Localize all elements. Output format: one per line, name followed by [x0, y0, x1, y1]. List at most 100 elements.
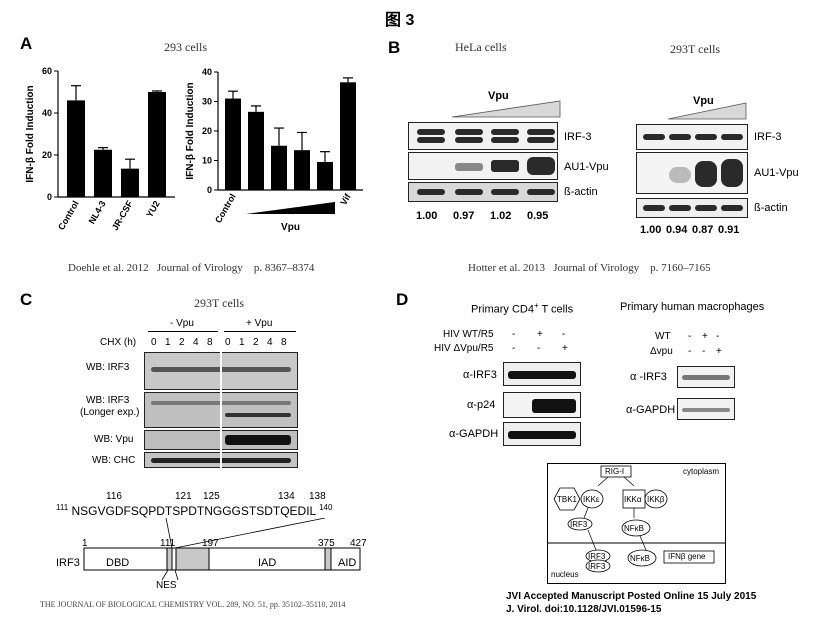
panel-d-cd4-title: Primary CD4+ T cells: [471, 301, 573, 316]
hela-vpu-wedge: [452, 100, 561, 118]
bar: [94, 149, 112, 197]
tp-9: 4: [267, 337, 273, 348]
diag-nfkb-cyto: NFκB: [624, 524, 644, 533]
mac-sign-dvpu-3: +: [716, 346, 722, 357]
mac-row-gapdh: α-GAPDH: [626, 404, 676, 416]
diag-irf3-nuc2: IRF3: [588, 562, 606, 571]
cd4-cond-wt: HIV WT/R5: [443, 329, 494, 340]
pos-197: 197: [202, 538, 219, 549]
cd4-signs-dvpu: - - +: [512, 343, 568, 354]
t293-vpu-wedge: [668, 102, 747, 120]
t293-irf3-blot: [636, 124, 748, 150]
mac-row-irf3: α -IRF3: [630, 371, 667, 383]
t293-row-irf3: IRF-3: [754, 131, 782, 143]
category-label: Control: [213, 192, 238, 225]
mac-sign-dvpu-1: -: [688, 346, 692, 357]
citation-b-journal: Journal of Virology: [553, 262, 640, 274]
cd4-title-sup: +: [533, 301, 539, 310]
y-tick-label: 40: [202, 67, 212, 77]
c-row-irf3-long-exp: (Longer exp.): [80, 407, 140, 418]
cd4-signs-wt: - + -: [512, 329, 565, 340]
minus-vpu-label: - Vpu: [170, 318, 194, 329]
seq-end: 140: [319, 503, 333, 512]
d-irf3-blot: [503, 362, 581, 386]
cd4-sign-dvpu-1: -: [512, 343, 516, 354]
panel-a-chart-2: 0 10 20 30 40 IFN-β Fold Induction Control Vif V…: [185, 67, 363, 233]
panel-d-mac-title: Primary human macrophages: [620, 301, 765, 313]
d-p24-blot: [503, 392, 581, 418]
tp-8: 2: [253, 337, 259, 348]
panel-b-citation: Hotter et al. 2013 Journal of Virology p…: [468, 262, 711, 274]
y-tick-label: 10: [202, 156, 212, 166]
cd4-cond-dvpu: HIV ΔVpu/R5: [434, 343, 494, 354]
y-tick-label: 0: [207, 185, 212, 195]
hela-quant-2: 0.97: [453, 210, 475, 222]
irf3-domain-diagram: [83, 518, 361, 581]
hela-quant: 1.00 0.97 1.02 0.95: [416, 210, 548, 222]
d-row-p24: α-p24: [467, 399, 496, 411]
cd4-sign-wt-3: -: [562, 329, 566, 340]
y-tick-label: 60: [42, 66, 52, 76]
bar: [317, 161, 333, 190]
cd4-sign-wt-2: +: [537, 329, 543, 340]
diag-irf3-cyto: IRF3: [570, 520, 588, 529]
y-axis-label: IFN-β Fold Induction: [185, 82, 196, 179]
mac-signs-wt: - + -: [688, 331, 719, 342]
seq-num-138: 138: [309, 491, 326, 502]
panel-a-letter: A: [20, 34, 33, 53]
domain-iad: IAD: [258, 557, 277, 569]
seq-num-116: 116: [106, 491, 122, 502]
y-tick-label: 0: [47, 192, 52, 202]
panel-b-letter: B: [388, 38, 401, 57]
hela-row-actin: ß-actin: [564, 186, 598, 198]
tp-1: 0: [151, 337, 157, 348]
mac-sign-wt-1: -: [688, 331, 692, 342]
t293-row-vpu: AU1-Vpu: [754, 167, 799, 179]
category-label: Control: [56, 199, 81, 232]
tp-3: 2: [179, 337, 185, 348]
t293-quant-2: 0.94: [666, 224, 688, 236]
domain-aid: AID: [338, 557, 357, 569]
figure-title: 图 3: [385, 12, 415, 29]
y-axis-label: IFN-β Fold Induction: [25, 85, 36, 182]
t293-row-actin: ß-actin: [754, 202, 788, 214]
panel-c-citation: THE JOURNAL OF BIOLOGICAL CHEMISTRY VOL.…: [40, 600, 346, 609]
tp-2: 1: [165, 337, 171, 348]
hela-irf3-blot: [408, 122, 558, 150]
jvi-line-2: J. Virol. doi:10.1128/JVI.01596-15: [506, 604, 662, 615]
panel-c-title: 293T cells: [194, 296, 245, 310]
cd4-title-suffix: T cells: [538, 303, 574, 316]
mac-sign-wt-2: +: [702, 331, 708, 342]
panel-c-letter: C: [20, 290, 33, 309]
vpu-group-label: Vpu: [281, 222, 300, 233]
mac-signs-dvpu: - - +: [688, 346, 722, 357]
sequence: NSGVGDFSQPDTSPDTNGGGSTSDTQEDIL: [71, 504, 316, 518]
bar: [121, 168, 139, 197]
citation-b-year: 2013: [522, 262, 545, 274]
bar: [294, 150, 310, 190]
nes-label: NES: [156, 580, 177, 591]
category-label: YU2: [144, 199, 161, 219]
seq-num-121: 121: [175, 491, 192, 502]
pos-111: 111: [160, 538, 176, 549]
seq-start: 111: [56, 503, 69, 512]
category-label: Vif: [338, 191, 353, 207]
hela-row-irf3: IRF-3: [564, 131, 592, 143]
diag-cytoplasm: cytoplasm: [683, 467, 720, 476]
bar: [271, 145, 287, 190]
d-gapdh-blot: [503, 422, 581, 446]
mac-cond-wt: WT: [655, 331, 671, 342]
hela-quant-3: 1.02: [490, 210, 512, 222]
bar: [148, 92, 166, 197]
diag-irf3-nuc1: IRF3: [588, 552, 606, 561]
category-label: JR-CSF: [110, 199, 135, 233]
citation-a-authors: Doehle et al.: [68, 262, 124, 274]
chx-label: CHX (h): [100, 337, 137, 348]
cd4-sign-dvpu-3: +: [562, 343, 568, 354]
bar: [67, 100, 85, 197]
mac-sign-dvpu-2: -: [702, 346, 706, 357]
panel-a-chart-1: 0 20 40 60 IFN-β Fold Induction Control NL4-3 J…: [25, 66, 175, 233]
panel-a-citation: Doehle et al. 2012 Journal of Virology p…: [68, 262, 314, 274]
y-tick-label: 20: [202, 126, 212, 136]
